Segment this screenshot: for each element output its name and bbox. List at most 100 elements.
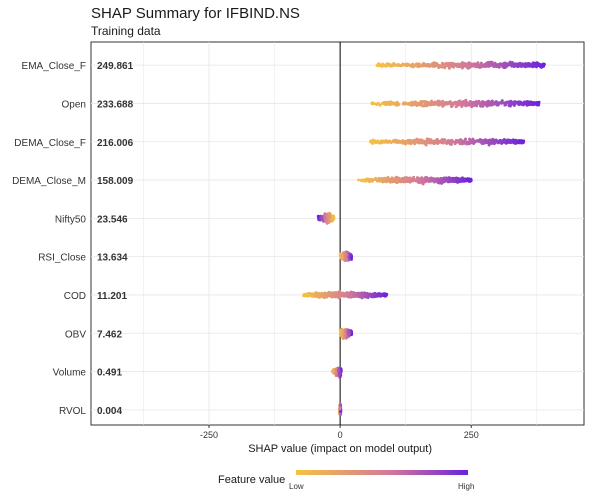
shap-point <box>498 140 502 144</box>
shap-point <box>306 292 310 296</box>
shap-point <box>334 367 338 371</box>
shap-point <box>482 64 486 68</box>
shap-point <box>438 65 442 69</box>
shap-point <box>441 140 445 144</box>
shap-point <box>340 256 344 260</box>
shap-point <box>424 143 428 147</box>
shap-point <box>441 104 445 108</box>
shap-point <box>423 102 427 106</box>
shap-point <box>380 141 384 145</box>
shap-point <box>513 141 517 145</box>
shap-point <box>490 60 494 64</box>
shap-point <box>518 140 522 143</box>
shap-point <box>377 62 381 66</box>
shap-point <box>464 103 468 107</box>
shap-point <box>495 139 499 143</box>
shap-point <box>490 141 494 145</box>
shap-point <box>309 293 313 297</box>
shap-point <box>493 139 497 143</box>
shap-point <box>534 63 538 67</box>
legend-color-bar <box>296 470 468 475</box>
shap-point <box>382 101 386 104</box>
shap-point <box>345 294 349 298</box>
shap-point <box>382 292 386 296</box>
x-tick-label: 250 <box>464 430 479 440</box>
shap-point <box>475 104 479 108</box>
shap-point <box>351 291 355 295</box>
shap-point <box>320 216 324 220</box>
shap-point <box>468 137 472 141</box>
mean-abs-shap-label: 13.634 <box>97 253 128 264</box>
shap-point <box>423 176 427 180</box>
shap-point <box>427 178 431 182</box>
shap-point <box>375 64 379 68</box>
shap-point <box>316 214 320 218</box>
shap-point <box>526 102 530 106</box>
shap-point <box>506 63 510 67</box>
shap-point <box>408 180 412 184</box>
shap-point <box>529 102 533 106</box>
shap-point <box>453 177 457 181</box>
shap-point <box>371 294 374 298</box>
shap-point <box>502 138 506 142</box>
feature-label: DEMA_Close_M <box>12 176 86 187</box>
shap-point <box>337 294 341 298</box>
shap-point <box>522 100 526 104</box>
shap-point <box>472 101 476 105</box>
feature-label: OBV <box>65 329 86 340</box>
shap-point <box>374 292 378 296</box>
mean-abs-shap-label: 23.546 <box>97 214 128 225</box>
shap-point <box>321 292 325 296</box>
shap-point <box>536 103 540 107</box>
shap-point <box>418 181 422 185</box>
shap-point <box>467 142 471 146</box>
feature-label: RSI_Close <box>38 253 86 264</box>
feature-label: Open <box>62 99 86 110</box>
shap-point <box>415 62 419 66</box>
shap-point <box>327 215 331 219</box>
shap-point <box>539 64 543 68</box>
shap-point <box>458 64 462 68</box>
shap-point <box>458 99 462 103</box>
shap-point <box>512 62 516 66</box>
legend-low-label: Low <box>289 482 304 491</box>
shap-point <box>408 176 412 180</box>
shap-point <box>362 293 366 297</box>
shap-point <box>513 64 517 68</box>
shap-point <box>341 294 345 298</box>
shap-point <box>480 100 484 104</box>
mean-abs-shap-label: 249.861 <box>97 61 134 72</box>
shap-point <box>442 178 446 182</box>
shap-point <box>447 61 451 65</box>
shap-point <box>371 101 375 105</box>
shap-point <box>339 367 343 371</box>
shap-point <box>374 141 378 145</box>
shap-point <box>499 101 503 105</box>
shap-point <box>508 60 512 64</box>
feature-row-ema-close-f: EMA_Close_F 249.861 <box>22 60 546 72</box>
shap-point <box>416 139 420 143</box>
shap-point <box>349 293 352 297</box>
shap-point <box>436 142 440 146</box>
shap-point <box>461 61 465 65</box>
feature-label: Volume <box>53 368 87 379</box>
shap-point <box>503 140 507 144</box>
shap-point <box>403 178 407 182</box>
shap-point <box>338 406 342 410</box>
shap-point <box>482 140 486 144</box>
shap-point <box>392 63 396 67</box>
shap-point <box>400 64 404 68</box>
shap-point <box>490 103 494 107</box>
shap-point <box>389 100 393 104</box>
shap-point <box>402 101 406 105</box>
shap-point <box>334 292 338 296</box>
shap-point <box>479 61 483 65</box>
feature-row-obv: OBV 7.462 <box>65 327 354 340</box>
shap-point <box>412 141 416 145</box>
shap-point <box>368 179 372 183</box>
shap-point <box>466 101 469 105</box>
shap-point <box>456 179 460 183</box>
shap-point <box>387 140 391 144</box>
shap-point <box>410 63 414 67</box>
